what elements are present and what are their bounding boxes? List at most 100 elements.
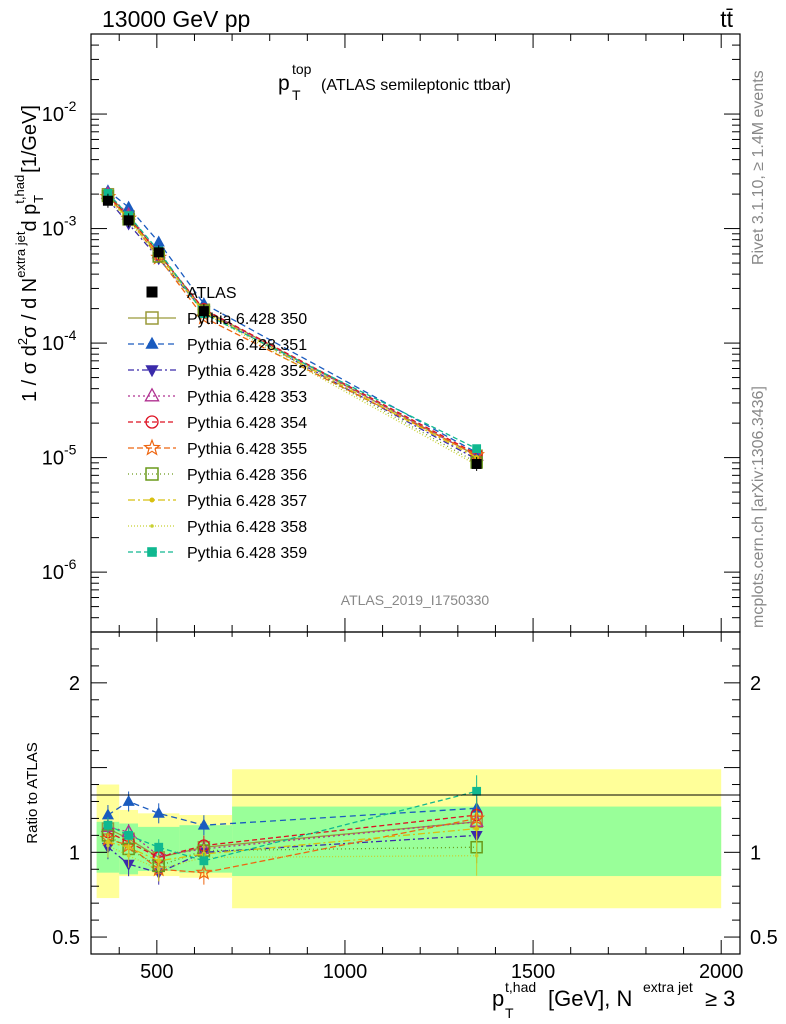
ratio-y-label: Ratio to ATLAS [24, 742, 41, 843]
ratio-point [199, 856, 209, 866]
xlabel-end: ≥ 3 [705, 986, 735, 1011]
series-point [122, 200, 135, 212]
header-process: tt̄ [720, 6, 733, 32]
legend-label: Pythia 6.428 356 [187, 467, 307, 484]
legend-label: Pythia 6.428 357 [187, 493, 307, 510]
legend-label: Pythia 6.428 354 [187, 415, 307, 432]
header-energy: 13000 GeV pp [102, 6, 250, 32]
legend-label: Pythia 6.428 355 [187, 441, 307, 458]
ratio-point [126, 853, 131, 858]
legend-label: Pythia 6.428 352 [187, 363, 307, 380]
atlas-point [153, 247, 164, 258]
atlas-point [123, 215, 134, 226]
xlabel-p: p [492, 986, 504, 1011]
ratio-point [197, 818, 210, 830]
ratio-point [103, 820, 113, 830]
ratio-line [107, 790, 477, 862]
ratio-point [124, 830, 134, 840]
y-tick-base: 10 [42, 104, 64, 126]
rivet-label: Rivet 3.1.10, ≥ 1.4M events [750, 70, 767, 265]
atlas-points [102, 193, 482, 471]
legend-marker [147, 547, 157, 557]
ratio-tick-label-right: 0.5 [750, 927, 778, 949]
legend-label: ATLAS [187, 285, 237, 302]
legend-marker [145, 365, 159, 378]
xlabel-sub: T [505, 1005, 514, 1021]
legend-item-3: Pythia 6.428 352 [128, 363, 307, 380]
legend-label: Pythia 6.428 358 [187, 519, 307, 536]
y-tick-label: 10 -2 [42, 98, 77, 126]
y-tick-exp: -4 [64, 327, 77, 343]
x-tick-label: 500 [140, 961, 173, 983]
main-panel: 10-610-510-410-310-2 [42, 33, 740, 633]
y-tick-label: 10 -5 [42, 442, 77, 470]
ratio-point [474, 826, 480, 832]
title-rest: (ATLAS semileptonic ttbar) [321, 77, 511, 94]
series-ratio-10 [103, 775, 482, 869]
x-tick-label: 1500 [511, 961, 556, 983]
ratio-tick-label: 2 [69, 673, 80, 695]
ylabel-mid: σ / d N [19, 278, 41, 338]
ratio-bands [96, 769, 722, 909]
main-data-marks [99, 184, 485, 471]
ratio-tick-label: 0.5 [52, 927, 80, 949]
legend: ATLAS Pythia 6.428 350 Pythia 6.428 351 Pyt… [128, 285, 307, 562]
series-point [103, 188, 113, 198]
xlabel-sup2: extra jet [643, 979, 693, 995]
legend-marker [142, 438, 162, 456]
ylabel-sub-T: T [31, 195, 46, 203]
legend-marker [150, 524, 154, 528]
ratio-line [107, 800, 477, 826]
ratio-point [101, 808, 114, 820]
ylabel-prefix: 1 / σ d [19, 345, 41, 402]
series-point [472, 444, 482, 454]
analysis-id: ATLAS_2019_I1750330 [341, 592, 490, 608]
ratio-line [107, 844, 477, 870]
y-tick-exp: -6 [64, 556, 77, 572]
xlabel-mid: [GeV], N [548, 986, 632, 1011]
ratio-point [156, 867, 161, 872]
ratio-point [106, 843, 110, 848]
ratio-point [472, 786, 482, 796]
atlas-point [471, 458, 482, 469]
title-p: p [278, 72, 290, 95]
ratio-tick-label-right: 1 [750, 842, 761, 864]
y-tick-base: 10 [42, 333, 64, 355]
legend-item-8: Pythia 6.428 357 [128, 493, 307, 510]
ratio-point [154, 842, 164, 852]
ylabel-sup-thad: t,had [12, 175, 27, 204]
ratio-tick-label-right: 2 [750, 673, 761, 695]
title-sub: T [292, 87, 301, 103]
ylabel-sup2: 2 [15, 338, 30, 345]
legend-item-atlas: ATLAS [146, 285, 237, 302]
y-tick-exp: -5 [64, 442, 77, 458]
legend-item-6: Pythia 6.428 355 [128, 438, 307, 458]
series-point [152, 235, 165, 247]
x-tick-label: 2000 [699, 961, 744, 983]
ratio-point [195, 863, 213, 880]
legend-marker [145, 336, 159, 349]
legend-marker [149, 497, 155, 503]
legend-item-5: Pythia 6.428 354 [128, 415, 307, 432]
plot-title: p top T (ATLAS semileptonic ttbar) [278, 61, 511, 103]
y-axis-label: 1 / σ d2σ / d Nextra jetd pt,had T [1/GeV] [12, 105, 46, 402]
y-tick-exp: -3 [64, 213, 77, 229]
ylabel-unit: [1/GeV] [19, 105, 41, 173]
ratio-frame [90, 631, 741, 955]
ratio-data-marks [99, 775, 485, 885]
atlas-point [198, 306, 209, 317]
y-tick-base: 10 [42, 219, 64, 241]
legend-label: Pythia 6.428 359 [187, 545, 307, 562]
legend-item-1: Pythia 6.428 350 [128, 311, 307, 328]
ylabel-dp: d p [19, 204, 41, 232]
atlas-point [102, 195, 113, 206]
ratio-point [122, 794, 135, 806]
legend-marker [144, 387, 160, 402]
ratio-point [152, 806, 165, 818]
x-axis-label: p t,had T [GeV], N extra jet ≥ 3 [492, 979, 735, 1021]
ratio-line [107, 834, 477, 867]
series-line [107, 194, 477, 455]
svg-text:1 / σ d2σ / d Nextra jetd pt,h: 1 / σ d2σ / d Nextra jetd pt,had T [1/GeV] [12, 105, 46, 402]
legend-marker [145, 311, 159, 325]
